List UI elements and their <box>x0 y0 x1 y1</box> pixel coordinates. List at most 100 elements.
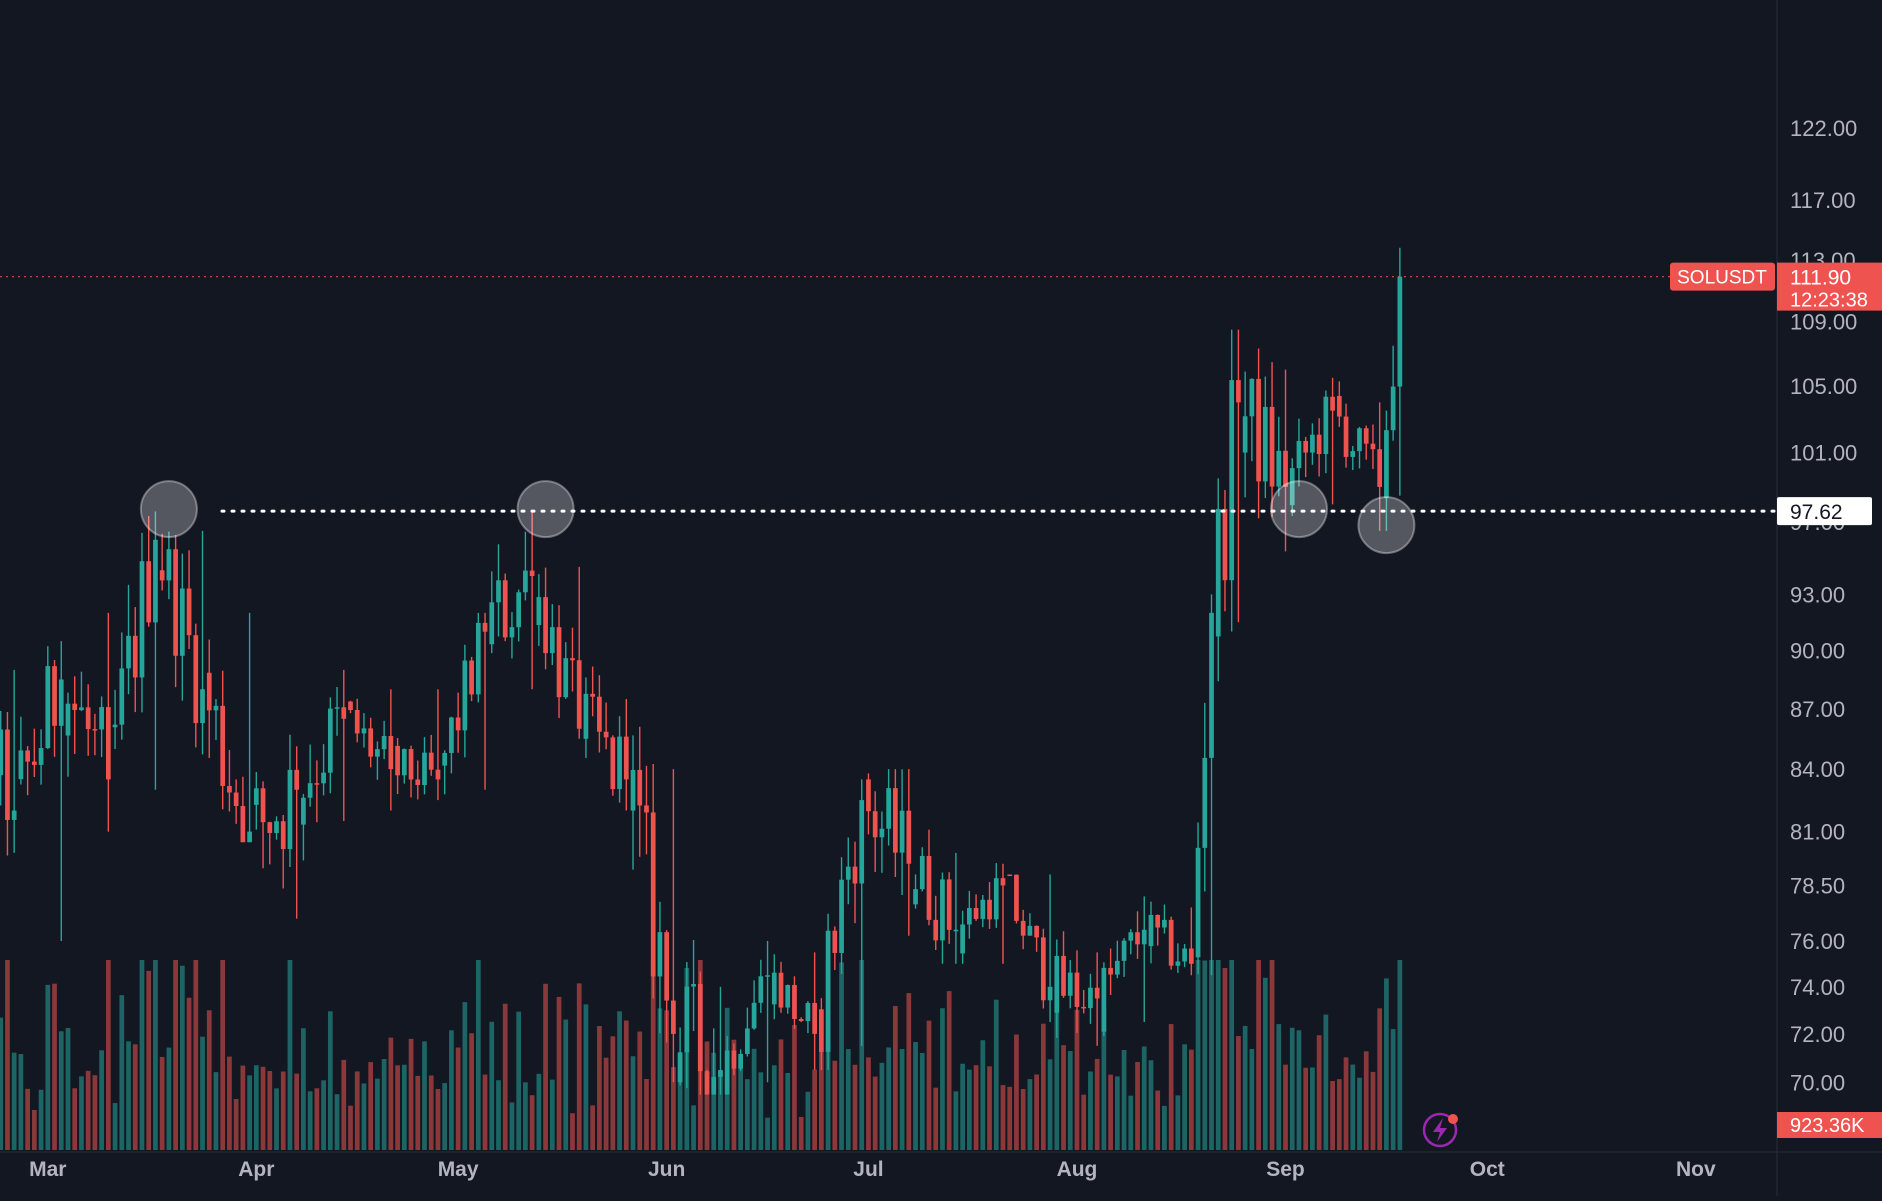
candle-body <box>1141 929 1147 945</box>
volume-bar <box>1088 1071 1093 1150</box>
volume-bar <box>1101 1009 1107 1150</box>
countdown-label: 12:23:38 <box>1790 290 1868 312</box>
volume-bar <box>1014 1034 1019 1150</box>
candle-body <box>1323 396 1329 455</box>
candle-body <box>1188 948 1194 964</box>
candle-body <box>1215 508 1221 637</box>
candle-body <box>1283 450 1288 487</box>
volume-bar <box>1040 1023 1046 1150</box>
candle-body <box>58 679 64 726</box>
volume-bar <box>765 1117 770 1150</box>
volume-bar <box>1363 1051 1369 1150</box>
volume-bar <box>771 1065 777 1150</box>
volume-bar <box>509 1102 515 1150</box>
candle-body <box>1222 508 1228 581</box>
candle-body <box>213 705 219 711</box>
volume-bar <box>1343 1057 1349 1150</box>
volume-bar <box>913 1042 918 1150</box>
time-tick-label: Sep <box>1266 1158 1305 1181</box>
candle-body <box>987 899 992 920</box>
volume-bar <box>267 1070 273 1150</box>
candle-body <box>1350 451 1356 457</box>
candles <box>0 247 1403 1095</box>
candle-body <box>630 769 636 811</box>
price-tick-label: 93.00 <box>1790 582 1845 607</box>
candle-body <box>153 539 158 623</box>
volume-bar <box>1262 977 1268 1150</box>
candle-body <box>684 986 690 1053</box>
candle-body <box>825 930 831 1052</box>
candle-body <box>778 972 784 1008</box>
volume-bar <box>872 1076 878 1150</box>
volume-bar <box>1350 1064 1356 1150</box>
price-tick-label: 117.00 <box>1790 188 1856 213</box>
volume-bar <box>301 1028 306 1150</box>
candle-body <box>1000 878 1006 886</box>
volume-bar <box>348 1105 353 1150</box>
candle-body <box>1336 395 1342 417</box>
candle-body <box>1242 416 1248 453</box>
candle-body <box>220 705 226 786</box>
flash-ring <box>1422 1112 1458 1148</box>
candle-body <box>839 879 844 953</box>
price-tick-label: 90.00 <box>1790 639 1845 664</box>
volume-bar <box>58 1031 64 1150</box>
candle-body <box>11 810 17 820</box>
volume-bar <box>1047 1059 1053 1150</box>
volume-bar <box>482 1074 488 1150</box>
candle-body <box>583 693 589 739</box>
candle-body <box>617 736 622 790</box>
volume-bar <box>475 960 481 1150</box>
volume-bar <box>294 1073 300 1150</box>
candle-body <box>227 785 232 793</box>
candle-body <box>1276 450 1282 487</box>
volume-bar <box>866 1057 871 1150</box>
candle-body <box>1128 932 1134 941</box>
volume-bar <box>274 1088 279 1150</box>
volume-bar <box>1027 1079 1033 1150</box>
candle-body <box>422 752 427 786</box>
volume-bar <box>280 1071 286 1150</box>
volume-bar <box>449 1030 454 1150</box>
candle-body <box>980 899 986 919</box>
price-tick-label: 105.00 <box>1790 374 1857 399</box>
candle-body <box>1081 1006 1087 1009</box>
volume-bar <box>334 1094 340 1150</box>
volume-bar <box>25 1088 30 1150</box>
volume-bar <box>650 960 656 1150</box>
volume-bar <box>200 1036 205 1150</box>
candle-body <box>792 984 797 1020</box>
candle-body <box>408 749 414 780</box>
candle-body <box>798 1019 804 1022</box>
candle-body <box>334 707 340 709</box>
candle-body <box>25 750 30 762</box>
lightning-bolt-icon[interactable] <box>1422 1112 1458 1148</box>
candle-body <box>866 779 871 812</box>
support-level-label: 97.62 <box>1790 501 1843 524</box>
volume-bar <box>52 983 57 1150</box>
volume-bar <box>758 1072 764 1150</box>
volume-bar <box>1377 1008 1383 1150</box>
candle-body <box>1175 961 1181 966</box>
price-tick-label: 122.00 <box>1790 116 1857 141</box>
candle-body <box>657 932 663 977</box>
volume-label: 923.36K <box>1790 1115 1865 1137</box>
candle-body <box>280 821 286 850</box>
flash-bolt <box>1433 1118 1447 1142</box>
volume-bar <box>1390 1029 1396 1150</box>
volume-bar <box>704 1041 710 1150</box>
candle-body <box>1121 940 1127 961</box>
volume-bar <box>179 965 185 1150</box>
volume-bar <box>354 1071 360 1150</box>
candle-body <box>623 736 629 780</box>
symbol-badge <box>1670 262 1775 291</box>
volume-bar <box>213 1072 219 1150</box>
candle-body <box>1390 386 1396 431</box>
candle-body <box>677 1052 683 1083</box>
volume-bar <box>899 1049 905 1150</box>
candle-body <box>233 792 239 806</box>
candle-body <box>260 788 266 823</box>
candle-body <box>327 708 333 773</box>
